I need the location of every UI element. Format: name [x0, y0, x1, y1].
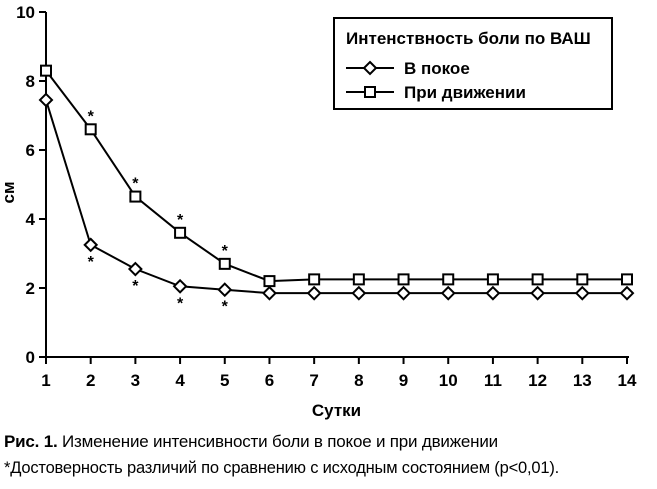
data-point — [485, 285, 501, 301]
significance-marker: * — [88, 108, 95, 125]
data-point — [172, 278, 188, 294]
x-tick-label: 12 — [528, 371, 547, 390]
data-point — [619, 285, 635, 301]
data-point — [574, 285, 590, 301]
x-tick-label: 11 — [484, 371, 502, 390]
x-tick-label: 2 — [86, 371, 95, 390]
data-point — [576, 273, 589, 286]
significance-marker: * — [132, 176, 139, 193]
figure-caption-text: Изменение интенсивности боли в покое и п… — [57, 432, 498, 451]
data-point — [352, 273, 365, 286]
y-tick-label: 4 — [26, 210, 36, 229]
figure-footnote: *Достоверность различий по сравнению с и… — [4, 459, 559, 477]
significance-marker: * — [132, 278, 139, 295]
data-point — [308, 273, 321, 286]
data-point — [397, 273, 410, 286]
data-point — [129, 190, 142, 203]
x-tick-label: 5 — [220, 371, 229, 390]
data-point — [38, 92, 54, 108]
series-line — [45, 99, 627, 295]
data-point — [262, 285, 277, 301]
significance-marker: * — [88, 254, 95, 271]
data-point — [127, 261, 143, 277]
data-point — [83, 237, 99, 253]
x-tick-label: 13 — [573, 371, 592, 390]
data-point — [306, 285, 322, 301]
data-point — [531, 273, 544, 286]
legend-marker — [362, 60, 378, 76]
data-point — [442, 273, 455, 286]
x-tick-label: 9 — [399, 371, 408, 390]
data-point — [530, 285, 546, 301]
data-point — [621, 273, 633, 286]
x-tick-label: 7 — [309, 371, 318, 390]
data-point — [217, 282, 233, 298]
legend-entry: В покое — [404, 59, 470, 78]
legend-entry: При движении — [404, 83, 526, 102]
significance-marker: * — [177, 295, 184, 312]
y-axis-title: см — [0, 181, 18, 203]
data-point — [263, 275, 276, 288]
significance-marker: * — [222, 243, 229, 260]
y-tick-label: 2 — [26, 279, 35, 298]
x-tick-label: 8 — [354, 371, 363, 390]
significance-marker: * — [222, 299, 229, 316]
x-tick-label: 1 — [41, 371, 50, 390]
figure-caption-label: Рис. 1. — [4, 432, 58, 451]
x-axis-title: Сутки — [312, 401, 361, 420]
series-line — [45, 70, 627, 283]
legend-box — [333, 17, 613, 110]
chart-legend: Интенствность боли по ВАШ В покое При движ… — [333, 17, 613, 110]
data-point — [218, 257, 231, 270]
data-point — [351, 285, 367, 301]
data-point — [440, 285, 456, 301]
series-diamond: * * * * — [38, 92, 635, 316]
legend-title: Интенствность боли по ВАШ — [346, 29, 591, 48]
significance-marker: * — [177, 212, 184, 229]
y-tick-label: 10 — [16, 3, 35, 22]
x-tick-label: 10 — [439, 371, 458, 390]
x-tick-label: 4 — [175, 371, 185, 390]
y-tick-label: 0 — [26, 348, 35, 367]
data-point — [174, 226, 187, 239]
figure-caption: Рис. 1. Изменение интенсивности боли в п… — [4, 432, 654, 452]
y-tick-label: 6 — [26, 141, 35, 160]
legend-marker — [364, 86, 376, 98]
y-tick-label: 8 — [26, 72, 35, 91]
chart-series: * * * * * * * * — [38, 64, 635, 316]
series-square: * * * * — [40, 64, 633, 288]
x-tick-label: 3 — [131, 371, 140, 390]
x-tick-label: 14 — [618, 371, 637, 390]
data-point — [486, 273, 499, 286]
x-tick-label: 6 — [265, 371, 274, 390]
data-point — [396, 285, 411, 301]
data-point — [40, 64, 52, 77]
data-point — [84, 123, 97, 136]
